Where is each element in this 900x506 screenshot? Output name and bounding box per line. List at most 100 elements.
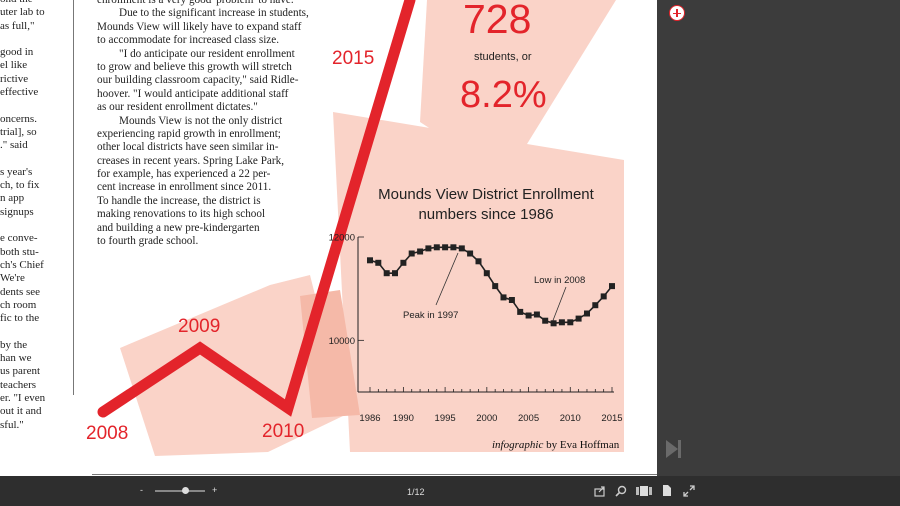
low-annotation: Low in 2008 — [534, 275, 585, 286]
article-line: s year's — [0, 165, 33, 178]
article-line: er. "I even — [0, 391, 46, 404]
thumbnails-icon[interactable] — [636, 485, 652, 497]
article-line: experiencing rapid growth in enrollment; — [97, 127, 281, 140]
data-point — [492, 283, 499, 290]
chart-title: Mounds View District Enrollment numbers … — [378, 186, 594, 223]
data-point — [383, 270, 390, 277]
article-line: both stu- — [0, 245, 39, 258]
data-point — [467, 250, 474, 257]
label-2010: 2010 — [262, 421, 305, 442]
zoom-slider-thumb[interactable] — [181, 487, 189, 494]
article-line: trial], so — [0, 125, 37, 138]
article-line: To handle the increase, the district is — [97, 194, 261, 207]
article-line: good in — [0, 46, 34, 59]
x-tick-label: 2010 — [560, 413, 581, 424]
article-line: uter lab to — [0, 6, 45, 19]
peak-annotation: Peak in 1997 — [403, 310, 458, 321]
data-point — [433, 244, 440, 251]
enrollment-trend-line — [97, 0, 416, 418]
article-line: Mounds View will likely have to expand s… — [97, 20, 302, 33]
article-line: to accommodate for increased class size. — [97, 34, 280, 47]
download-icon[interactable] — [662, 485, 672, 497]
skip-next-icon[interactable] — [665, 438, 683, 460]
data-point — [425, 245, 432, 252]
x-tick-label: 2015 — [601, 413, 622, 424]
data-point — [558, 319, 565, 326]
article-line: e conve- — [0, 232, 38, 245]
article-line: our building classroom capacity," said R… — [97, 74, 299, 87]
data-point — [392, 270, 398, 277]
share-icon[interactable] — [594, 485, 606, 497]
article-line: cent increase in enrollment since 2011. — [97, 181, 272, 194]
article-line: enrollment is a very good 'problem' to h… — [97, 0, 299, 6]
x-tick-label: 2000 — [476, 413, 497, 424]
data-point — [517, 308, 524, 315]
enrollment-increase-number: 728 — [463, 0, 532, 42]
x-tick-label: 2005 — [518, 413, 539, 424]
data-point — [609, 283, 615, 290]
data-point — [483, 270, 490, 277]
article-line: us parent — [0, 365, 41, 378]
article-line: ." said — [0, 139, 28, 152]
fullscreen-icon[interactable] — [683, 485, 695, 497]
article-line: sful." — [0, 418, 24, 431]
article-line: "I do anticipate our resident enrollment — [119, 47, 295, 60]
article-line: oncerns. — [0, 112, 37, 125]
column-divider — [73, 0, 74, 395]
data-point — [475, 258, 482, 265]
data-point — [600, 293, 607, 300]
x-tick-label: 1990 — [393, 413, 414, 424]
label-2009: 2009 — [178, 316, 221, 337]
zoom-in-button[interactable]: + — [212, 485, 218, 495]
article-line: out it and — [0, 405, 42, 418]
data-point — [575, 315, 582, 322]
article-line: and building a new pre-kindergarten — [97, 221, 260, 234]
y-tick-label: 12000 — [329, 233, 355, 244]
article-line: ch room — [0, 298, 37, 311]
article-line: fic to the — [0, 312, 40, 325]
infographic-credit: infographic by Eva Hoffman — [492, 439, 619, 451]
label-2008: 2008 — [86, 423, 129, 444]
x-tick-label: 1995 — [435, 413, 456, 424]
credit-prefix: infographic — [492, 439, 544, 451]
zoom-out-button[interactable]: - — [140, 485, 143, 495]
data-point — [442, 244, 449, 251]
data-point — [408, 250, 415, 257]
x-tick-label: 1986 — [359, 413, 380, 424]
page-bottom-rule — [92, 474, 657, 475]
low-annotation-leader — [551, 286, 567, 324]
page-indicator: 1/12 — [407, 487, 425, 497]
data-point — [533, 311, 540, 318]
data-point — [508, 297, 515, 303]
article-line: han we — [0, 352, 32, 365]
enrollment-increase-percent: 8.2% — [460, 74, 547, 116]
article-line: el like — [0, 59, 28, 72]
viewer-side-panel — [657, 0, 900, 476]
data-point — [400, 259, 407, 266]
data-point — [550, 320, 557, 327]
article-line: ond the — [0, 0, 45, 6]
data-point — [458, 245, 465, 252]
article-line: to fourth grade school. — [97, 235, 199, 248]
article-line: to grow and believe this growth will str… — [97, 60, 292, 73]
y-tick-label: 10000 — [329, 336, 355, 347]
article-line: effective — [0, 86, 39, 99]
article-line: making renovations to its high school — [97, 208, 266, 221]
article-line: We're — [0, 272, 25, 285]
data-point — [542, 317, 549, 324]
article-line: ch's Chief — [0, 258, 44, 271]
zoom-slider[interactable] — [155, 487, 205, 494]
article-line: teachers — [0, 378, 37, 391]
data-point — [592, 302, 599, 309]
label-2015: 2015 — [332, 48, 375, 69]
plus-circle-icon[interactable] — [669, 5, 685, 21]
data-point — [567, 319, 574, 326]
data-point — [417, 248, 424, 255]
article-line: signups — [0, 205, 34, 218]
article-line: dents see — [0, 285, 41, 298]
enrollment-line-chart: 1986 1990 1995 2000 2005 2010 2015 12000 10000 P… — [329, 233, 623, 425]
search-icon[interactable] — [615, 485, 627, 497]
students-or-label: students, or — [474, 51, 532, 63]
